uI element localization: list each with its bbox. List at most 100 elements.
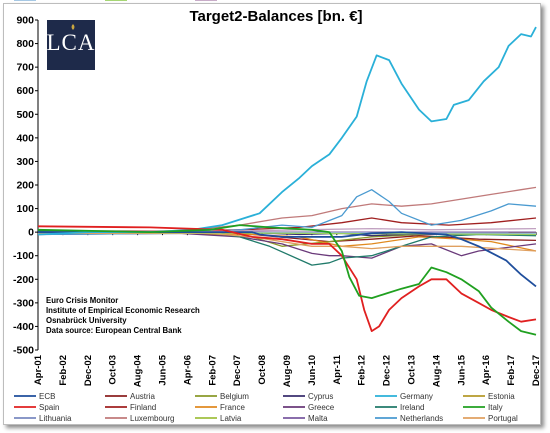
legend-label: Finland xyxy=(130,403,156,412)
logo-text: LCA xyxy=(47,30,96,55)
y-tick-label: 100 xyxy=(16,203,34,215)
legend-label: Austria xyxy=(130,392,155,401)
legend: ECB Austria Belgium Cyprus Germany Estonia Spa… xyxy=(14,0,518,423)
legend-label: Malta xyxy=(308,414,328,423)
series-layer xyxy=(37,26,537,336)
x-tick-label: Feb-02 xyxy=(58,355,69,386)
y-tick-label: 400 xyxy=(16,132,34,144)
y-tick-label: 700 xyxy=(16,62,34,74)
legend-item: Cyprus xyxy=(283,392,333,401)
x-tick-label: Jun-15 xyxy=(456,354,467,385)
legend-label: Greece xyxy=(308,403,335,412)
x-tick-label: Apr-06 xyxy=(182,355,193,385)
y-tick-label: 900 xyxy=(16,15,34,27)
x-tick-label: Oct-03 xyxy=(108,355,119,385)
series-line-germany xyxy=(37,26,537,236)
x-tick-label: Apr-11 xyxy=(332,354,343,384)
legend-item: Germany xyxy=(375,392,433,401)
x-tick-label: Dec-17 xyxy=(531,355,542,386)
y-tick-label: -400 xyxy=(13,321,34,333)
series-line-out-ncbs xyxy=(37,227,537,233)
legend-item: Slovenia xyxy=(14,0,70,2)
legend-item: Portugal xyxy=(463,414,518,423)
legend-label: Slovenia xyxy=(39,0,70,2)
y-tick-label: 200 xyxy=(16,180,34,192)
legend-item: Greece xyxy=(283,403,335,412)
legend-label: Italy xyxy=(488,403,503,412)
legend-label: Spain xyxy=(39,403,59,412)
x-tick-label: Apr-01 xyxy=(33,354,44,385)
legend-item: Austria xyxy=(105,392,155,401)
legend-item: Finland xyxy=(105,403,156,412)
legend-item: Malta xyxy=(283,414,328,423)
legend-item: Lithuania xyxy=(14,414,72,423)
series-line-ecb xyxy=(38,231,537,288)
y-tick-label: 0 xyxy=(28,227,34,239)
x-tick-label: Aug-09 xyxy=(282,355,293,387)
x-tick-label: Aug-14 xyxy=(431,354,442,387)
legend-item: Belgium xyxy=(195,392,249,401)
x-tick-label: Oct-13 xyxy=(407,355,418,385)
legend-item: Estonia xyxy=(463,392,515,401)
legend-item: Spain xyxy=(14,403,59,412)
legend-label: ECB xyxy=(39,392,55,401)
legend-label: Slovakia xyxy=(130,0,161,2)
logo-background xyxy=(47,20,95,70)
legend-label: Netherlands xyxy=(400,414,443,423)
legend-label: France xyxy=(220,403,245,412)
legend-item: Latvia xyxy=(195,414,242,423)
legend-label: Cyprus xyxy=(308,392,333,401)
legend-label: Portugal xyxy=(488,414,518,423)
y-tick-label: -200 xyxy=(13,274,34,286)
legend-item: Slovakia xyxy=(105,0,161,2)
chart-frame xyxy=(3,3,541,425)
legend-item: Netherlands xyxy=(375,414,443,423)
source-line-4: Data source: European Central Bank xyxy=(46,326,182,335)
legend-item: Out-NCBs xyxy=(195,0,256,2)
legend-label: Lithuania xyxy=(39,414,72,423)
y-tick-label: 300 xyxy=(16,156,34,168)
source-line-1: Euro Crisis Monitor xyxy=(46,296,118,305)
y-tick-label: -300 xyxy=(13,297,34,309)
x-tick-label: Apr-16 xyxy=(481,355,492,385)
y-tick-label: -500 xyxy=(13,345,34,357)
legend-label: Belgium xyxy=(220,392,249,401)
legend-label: Out-NCBs xyxy=(220,0,256,2)
legend-label: Latvia xyxy=(220,414,242,423)
legend-item: Luxembourg xyxy=(105,414,174,423)
legend-item: ECB xyxy=(14,392,55,401)
legend-label: Estonia xyxy=(488,392,515,401)
series-line-italy xyxy=(37,224,537,336)
x-tick-label: Dec-02 xyxy=(83,355,94,386)
y-tick-label: 500 xyxy=(16,109,34,121)
legend-label: Germany xyxy=(400,392,433,401)
legend-label: Ireland xyxy=(400,403,424,412)
y-tick-label: 800 xyxy=(16,38,34,50)
source-line-2: Institute of Empirical Economic Research xyxy=(46,306,200,315)
legend-item: Italy xyxy=(463,403,503,412)
series-line-ireland xyxy=(37,230,537,266)
y-tick-label: 600 xyxy=(16,85,34,97)
legend-label: Luxembourg xyxy=(130,414,174,423)
x-tick-label: Aug-04 xyxy=(133,354,144,387)
source-line-3: Osnabrück University xyxy=(46,316,127,325)
x-tick-label: Jun-10 xyxy=(307,355,318,386)
x-tick-label: Dec-07 xyxy=(232,355,243,386)
legend-item: Ireland xyxy=(375,403,424,412)
series-line-netherlands xyxy=(37,189,537,236)
x-tick-label: Oct-08 xyxy=(257,355,268,385)
series-line-spain xyxy=(37,225,537,332)
series-line-portugal xyxy=(38,232,537,252)
chart-title: Target2-Balances [bn. €] xyxy=(189,8,362,25)
lca-logo: LCA xyxy=(47,20,96,70)
legend-item: France xyxy=(195,403,245,412)
x-tick-label: Jun-05 xyxy=(158,354,169,385)
logo-leaf-icon xyxy=(71,24,75,30)
x-tick-label: Feb-12 xyxy=(357,355,368,386)
source-note: Euro Crisis Monitor Institute of Empiric… xyxy=(46,296,200,335)
x-tick-label: Feb-07 xyxy=(207,355,218,386)
x-tick-label: Dec-12 xyxy=(382,355,393,386)
y-tick-label: -100 xyxy=(13,250,34,262)
x-tick-label: Feb-17 xyxy=(506,355,517,386)
